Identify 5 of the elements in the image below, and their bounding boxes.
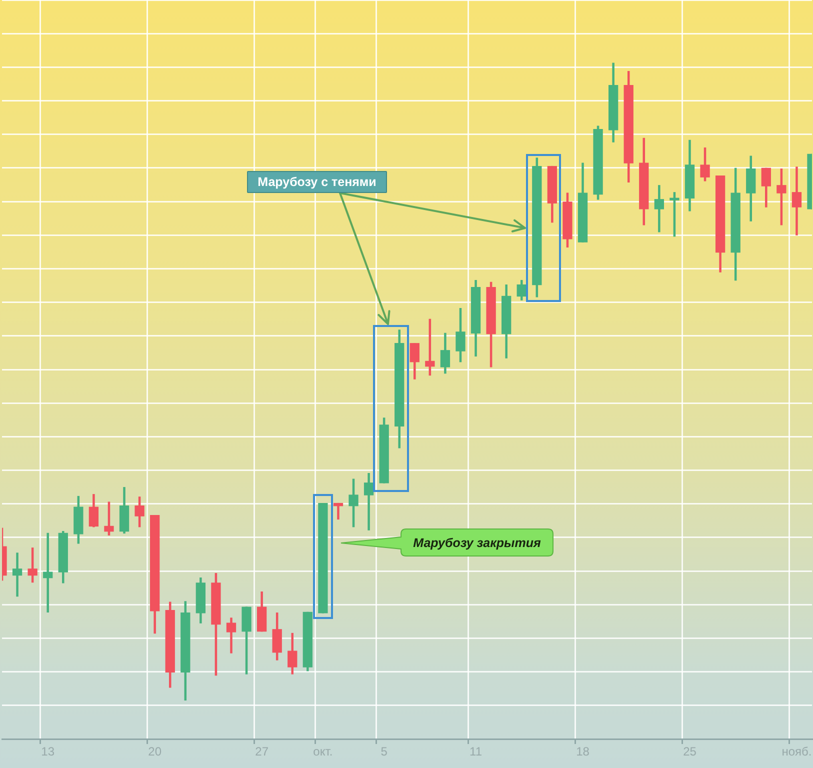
annotation: Марубозу с тенями [247, 171, 387, 193]
candlestick [333, 502, 344, 520]
candlestick [12, 552, 22, 597]
candlestick [43, 532, 53, 613]
annotation: Марубозу закрытия [412, 534, 542, 552]
